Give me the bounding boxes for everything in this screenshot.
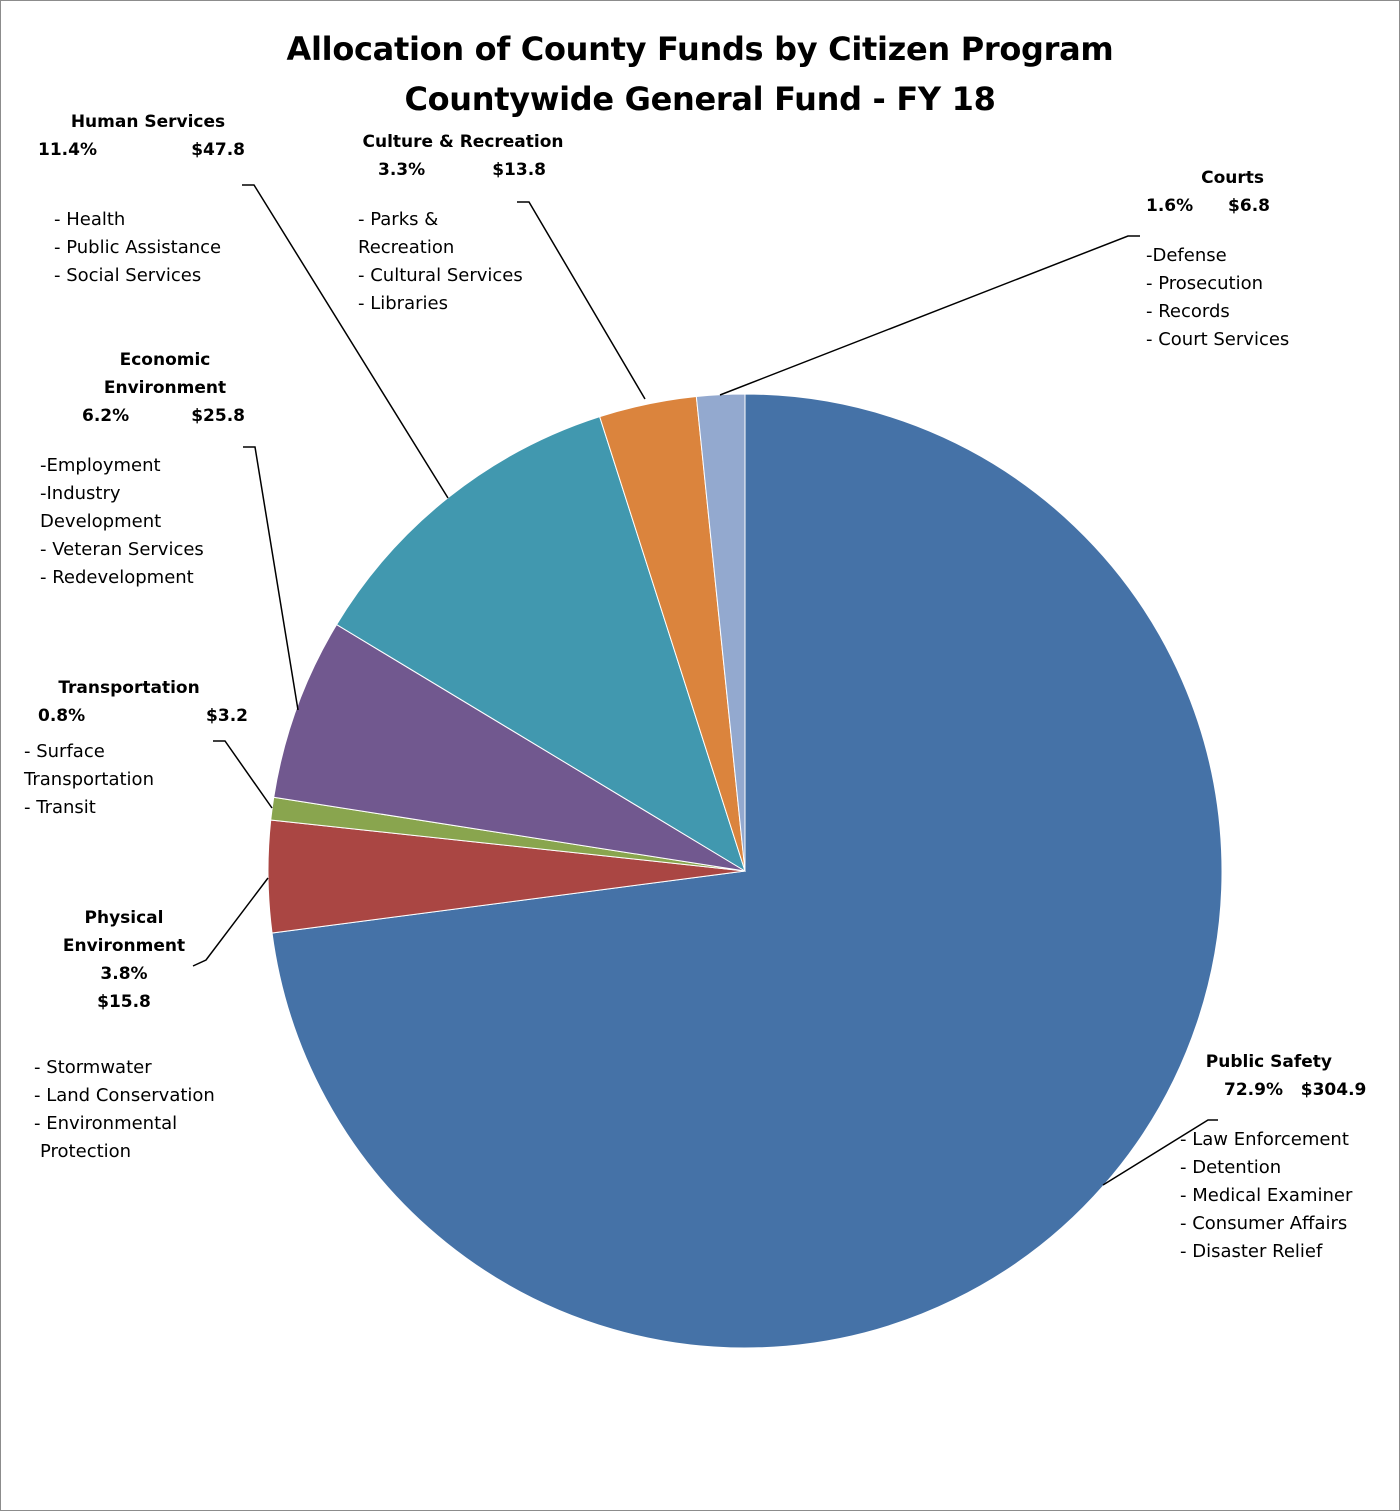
slice-item: - Public Assistance bbox=[54, 237, 222, 258]
pie-slice-economic-environment bbox=[273, 623, 746, 872]
slice-name-line-1: Economic bbox=[119, 350, 211, 370]
slice-item: - Consumer Affairs bbox=[1180, 1213, 1348, 1234]
slice-name: Public Safety bbox=[1205, 1052, 1332, 1072]
slice-item: - Cultural Services bbox=[358, 265, 523, 286]
slice-percent: 72.9% bbox=[1224, 1080, 1283, 1100]
slice-item: - Libraries bbox=[358, 293, 448, 314]
label-economic-environment: Economic Environment 6.2% $25.8 -Employme… bbox=[40, 346, 290, 592]
slice-amount: $3.2 bbox=[206, 706, 248, 726]
slice-item: - Court Services bbox=[1146, 329, 1290, 350]
slice-item: Protection bbox=[40, 1141, 132, 1162]
slice-item: - Redevelopment bbox=[40, 567, 194, 588]
slice-values: 72.9% $304.9 bbox=[1224, 1076, 1366, 1104]
slice-item: - Surface bbox=[24, 741, 105, 762]
slice-values: 1.6% $6.8 bbox=[1146, 192, 1270, 220]
leader-line-physical-environment bbox=[192, 877, 269, 967]
slice-item: - Prosecution bbox=[1146, 273, 1264, 294]
slice-item: - Law Enforcement bbox=[1180, 1129, 1349, 1150]
slice-items: - Law Enforcement - Detention - Medical … bbox=[1180, 1126, 1366, 1266]
slice-percent: 1.6% bbox=[1146, 196, 1194, 216]
label-human-services: Human Services 11.4% $47.8 - Health - Pub… bbox=[38, 108, 258, 290]
slice-name-line-2: Environment bbox=[103, 378, 227, 398]
slice-item: - Records bbox=[1146, 301, 1230, 322]
slice-item: - Environmental bbox=[34, 1113, 178, 1134]
slice-item: - Parks & bbox=[358, 209, 439, 230]
leader-line-culture-recreation bbox=[517, 201, 646, 400]
slice-name: Courts bbox=[1201, 168, 1264, 188]
slice-item: Recreation bbox=[358, 237, 455, 258]
slice-amount: $25.8 bbox=[191, 406, 245, 426]
slice-values: 6.2% $25.8 bbox=[82, 402, 245, 430]
slice-percent: 0.8% bbox=[38, 706, 86, 726]
slice-amount: $15.8 bbox=[97, 992, 151, 1012]
pie-slice-human-services bbox=[335, 416, 746, 873]
slice-item: Transportation bbox=[24, 769, 154, 790]
slice-item: - Stormwater bbox=[34, 1057, 152, 1078]
leader-line-courts bbox=[719, 235, 1140, 396]
leader-line-public-safety bbox=[1102, 1119, 1218, 1186]
slice-items: - Stormwater - Land Conservation - Envir… bbox=[34, 1054, 215, 1166]
slice-amount: $13.8 bbox=[492, 160, 546, 180]
slice-amount: $6.8 bbox=[1228, 196, 1270, 216]
slice-items: -Defense - Prosecution - Records - Court… bbox=[1146, 242, 1289, 354]
leader-line-economic-environment bbox=[243, 446, 299, 711]
slice-name: Transportation bbox=[58, 678, 200, 698]
label-culture-recreation: Culture & Recreation 3.3% $13.8 - Parks &… bbox=[358, 128, 568, 318]
slice-item: Development bbox=[40, 511, 162, 532]
chart-title-line-1: Allocation of County Funds by Citizen Pr… bbox=[286, 30, 1114, 68]
slice-name: Human Services bbox=[70, 112, 226, 132]
slice-item: - Medical Examiner bbox=[1180, 1185, 1353, 1206]
slice-name-line-2: Environment bbox=[62, 936, 186, 956]
slice-item: - Veteran Services bbox=[40, 539, 204, 560]
slice-item: - Detention bbox=[1180, 1157, 1282, 1178]
chart-title-line-2: Countywide General Fund - FY 18 bbox=[404, 80, 996, 118]
leader-line-human-services bbox=[242, 184, 449, 499]
label-courts: Courts 1.6% $6.8 -Defense - Prosecution -… bbox=[1146, 164, 1289, 354]
slice-percent: 3.8% bbox=[100, 964, 148, 984]
leader-line-transportation bbox=[213, 740, 273, 809]
slice-amount: $304.9 bbox=[1300, 1080, 1367, 1100]
slice-item: -Employment bbox=[40, 455, 161, 476]
slice-values: 11.4% $47.8 bbox=[38, 136, 245, 164]
slice-items: - Parks & Recreation - Cultural Services… bbox=[358, 206, 568, 318]
slice-amount: $47.8 bbox=[191, 140, 245, 160]
slice-items: - Health - Public Assistance - Social Se… bbox=[54, 206, 258, 290]
label-public-safety: Public Safety 72.9% $304.9 - Law Enforce… bbox=[1180, 1048, 1366, 1266]
slice-item: - Disaster Relief bbox=[1180, 1241, 1323, 1262]
label-transportation: Transportation 0.8% $3.2 - Surface Transp… bbox=[24, 674, 248, 822]
slice-name-line-1: Physical bbox=[84, 908, 164, 928]
slice-name: Culture & Recreation bbox=[362, 132, 564, 152]
slice-percent: 6.2% bbox=[82, 406, 130, 426]
slice-values: 0.8% $3.2 bbox=[38, 702, 248, 730]
slice-item: -Industry bbox=[40, 483, 121, 504]
slice-percent: 11.4% bbox=[38, 140, 97, 160]
slice-items: -Employment -Industry Development - Vete… bbox=[40, 452, 290, 592]
slice-item: -Defense bbox=[1146, 245, 1227, 266]
slice-percent: 3.3% bbox=[378, 160, 426, 180]
slice-item: - Health bbox=[54, 209, 126, 230]
slice-item: - Transit bbox=[24, 797, 96, 818]
slice-values: 3.3% $13.8 bbox=[378, 156, 546, 184]
label-physical-environment: Physical Environment 3.8% $15.8 - Stormw… bbox=[34, 904, 215, 1166]
slice-items: - Surface Transportation - Transit bbox=[24, 738, 248, 822]
slice-item: - Social Services bbox=[54, 265, 202, 286]
slice-item: - Land Conservation bbox=[34, 1085, 215, 1106]
